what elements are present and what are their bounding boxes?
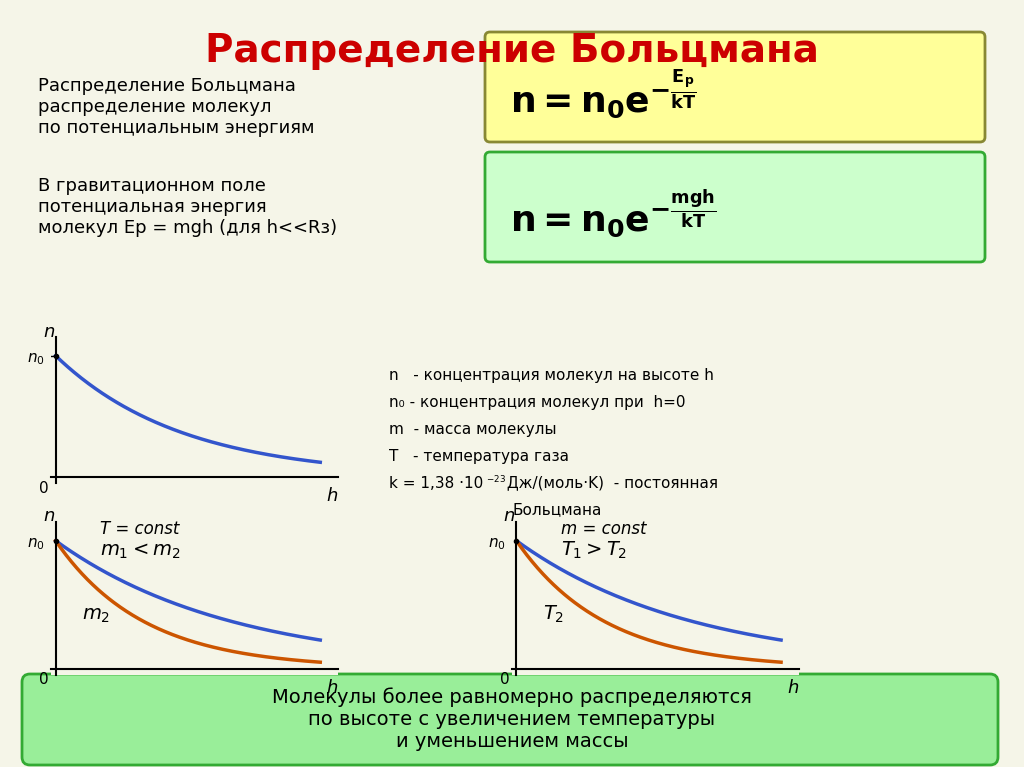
Text: $n_0$: $n_0$ (28, 537, 45, 552)
Text: 0: 0 (39, 481, 48, 495)
Text: $m_2$: $m_2$ (82, 606, 111, 625)
Text: 0: 0 (500, 673, 509, 687)
Text: k = 1,38 ·10: k = 1,38 ·10 (389, 476, 483, 491)
Text: h: h (327, 487, 338, 505)
Text: $^{-23}$: $^{-23}$ (486, 476, 506, 489)
Text: T = const: T = const (99, 520, 179, 538)
Text: m = const: m = const (560, 520, 646, 538)
Text: $T_1 > T_2$: $T_1 > T_2$ (560, 540, 627, 561)
FancyBboxPatch shape (485, 152, 985, 262)
Text: $n_0$: $n_0$ (28, 351, 45, 367)
Text: n: n (43, 508, 54, 525)
Text: В гравитационном поле
потенциальная энергия
молекул Eр = mgh (для h<<Rз): В гравитационном поле потенциальная энер… (38, 177, 337, 236)
Text: Распределение Больцмана: Распределение Больцмана (205, 32, 819, 70)
Text: n₀ - концентрация молекул при  h=0: n₀ - концентрация молекул при h=0 (389, 395, 686, 410)
Text: $\mathbf{n =n_0 e^{-\frac{E_p}{kT}}}$: $\mathbf{n =n_0 e^{-\frac{E_p}{kT}}}$ (510, 67, 696, 120)
Text: $n_0$: $n_0$ (488, 537, 506, 552)
Text: Больцмана: Больцмана (512, 502, 601, 518)
FancyBboxPatch shape (485, 32, 985, 142)
Text: $m_1 < m_2$: $m_1 < m_2$ (99, 542, 180, 561)
Text: Дж/(моль·K)  - постоянная: Дж/(моль·K) - постоянная (502, 476, 718, 491)
Text: h: h (327, 679, 338, 696)
FancyBboxPatch shape (22, 674, 998, 765)
Text: n   - концентрация молекул на высоте h: n - концентрация молекул на высоте h (389, 368, 714, 384)
Text: m  - масса молекулы: m - масса молекулы (389, 422, 557, 437)
Text: n: n (43, 323, 54, 341)
Text: $T_2$: $T_2$ (543, 604, 564, 625)
Text: Распределение Больцмана
распределение молекул
по потенциальным энергиям: Распределение Больцмана распределение мо… (38, 77, 314, 137)
Text: h: h (787, 679, 799, 696)
Text: n: n (504, 508, 515, 525)
Text: 0: 0 (39, 673, 48, 687)
Text: Молекулы более равномерно распределяются
по высоте с увеличением температуры
и у: Молекулы более равномерно распределяются… (272, 687, 752, 751)
Text: $\mathbf{n =n_0 e^{-\frac{mgh}{kT}}}$: $\mathbf{n =n_0 e^{-\frac{mgh}{kT}}}$ (510, 187, 717, 239)
Text: T   - температура газа: T - температура газа (389, 449, 569, 464)
